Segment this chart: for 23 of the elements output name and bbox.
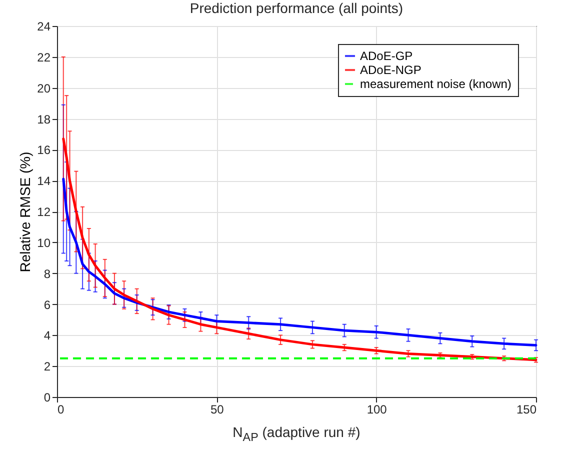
y-tick-label: 18 xyxy=(37,112,51,126)
legend-label: ADoE-GP xyxy=(360,49,413,63)
y-tick-label: 0 xyxy=(44,390,51,404)
y-tick-label: 8 xyxy=(44,266,51,281)
y-tick-label: 22 xyxy=(37,50,51,64)
y-tick-label: 2 xyxy=(44,360,51,374)
x-tick-label: 0 xyxy=(58,402,64,416)
y-tick-label: 16 xyxy=(37,143,51,158)
legend-label: measurement noise (known) xyxy=(360,77,512,91)
x-tick-label: 150 xyxy=(516,402,537,416)
legend-label: ADoE-NGP xyxy=(360,63,422,77)
x-tick-label: 50 xyxy=(210,402,224,416)
y-tick-label: 4 xyxy=(44,328,51,343)
y-tick-label: 24 xyxy=(37,20,51,34)
y-tick-label: 6 xyxy=(44,298,51,312)
y-tick-label: 10 xyxy=(37,236,51,250)
y-tick-label: 20 xyxy=(37,81,51,96)
y-tick-label: 12 xyxy=(37,205,51,219)
x-tick-label: 100 xyxy=(366,402,388,416)
y-axis-title: Relative RMSE (%) xyxy=(17,152,34,272)
x-axis-title: N$_{AP}$ (adaptive run #) xyxy=(232,424,362,444)
y-tick-label: 14 xyxy=(37,174,51,188)
chart-title: Prediction performance (all points) xyxy=(190,0,404,16)
